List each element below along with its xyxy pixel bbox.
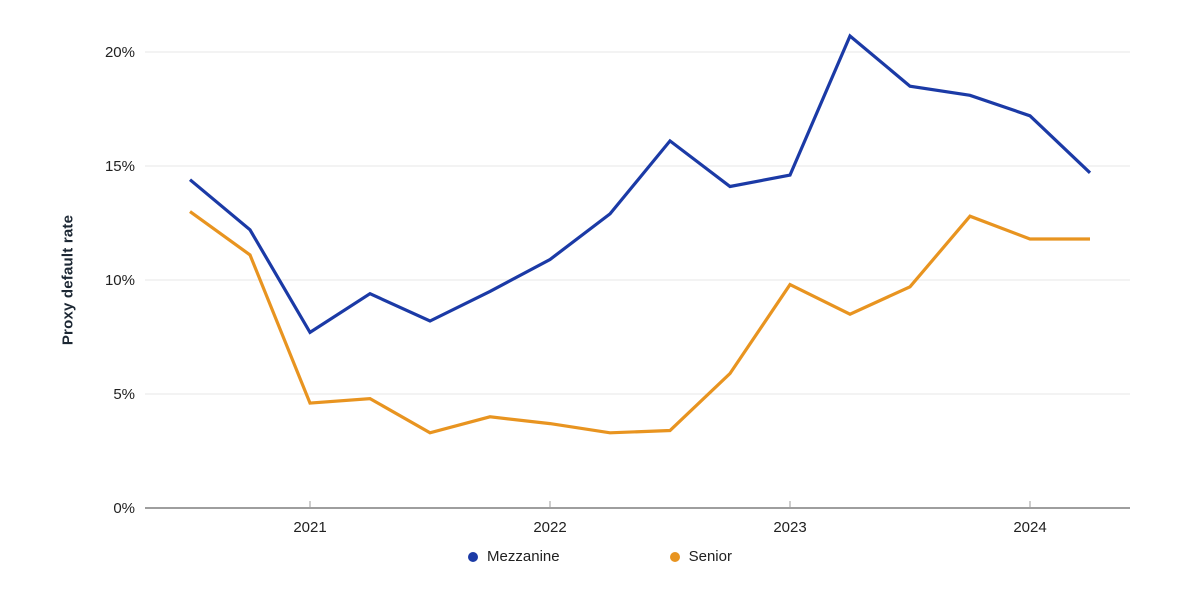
legend-item-mezzanine: Mezzanine	[468, 548, 560, 565]
series-line-senior	[189, 210, 1090, 435]
legend-dot-icon	[669, 551, 680, 562]
y-tick-label: 5%	[113, 386, 135, 403]
x-tick-label: 2021	[293, 519, 326, 536]
legend-item-senior: Senior	[669, 548, 732, 565]
x-tick-label: 2022	[533, 519, 566, 536]
x-tick-label: 2024	[1013, 519, 1046, 536]
x-tick-label: 2023	[773, 519, 806, 536]
series-line-mezzanine	[188, 33, 1092, 335]
legend-label: Senior	[688, 548, 732, 565]
y-tick-label: 0%	[113, 500, 135, 517]
y-tick-label: 15%	[105, 158, 135, 175]
y-tick-label: 10%	[105, 272, 135, 289]
legend-dot-icon	[468, 551, 479, 562]
y-tick-label: 20%	[105, 44, 135, 61]
legend: Mezzanine Senior	[0, 548, 1200, 565]
legend-label: Mezzanine	[487, 548, 560, 565]
